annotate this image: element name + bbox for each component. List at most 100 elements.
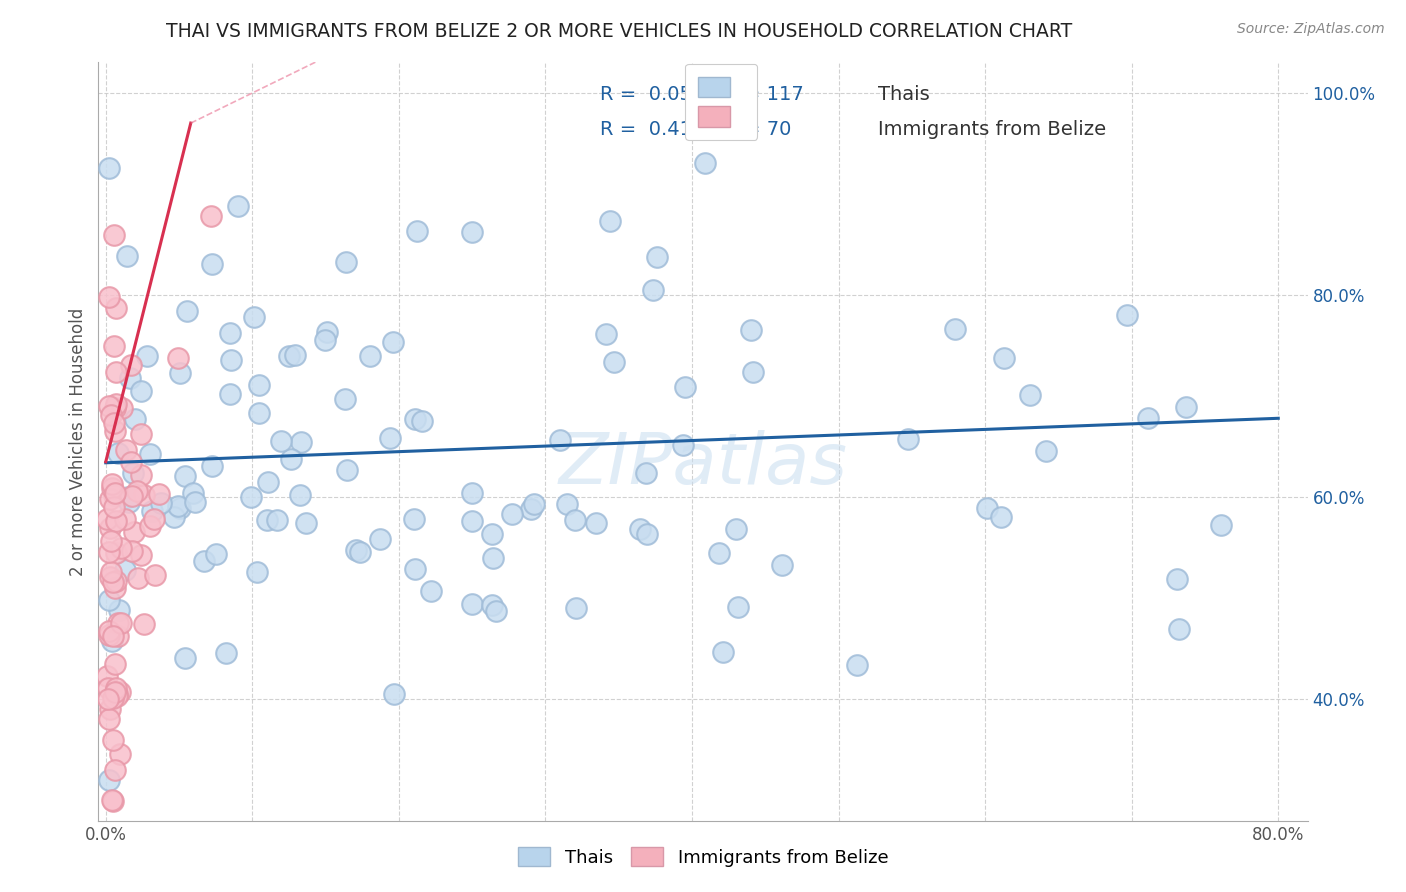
Point: [121, 489, 143, 503]
Point: [103, 684, 125, 698]
Point: [103, 763, 125, 777]
Point: [97, 773, 120, 788]
Point: [117, 249, 139, 263]
Point: [256, 475, 278, 489]
Point: [127, 572, 149, 586]
Point: [709, 545, 731, 559]
Point: [727, 599, 749, 614]
Point: [183, 494, 205, 508]
Point: [105, 689, 128, 703]
Point: [105, 546, 128, 560]
Point: [523, 497, 546, 511]
Point: [150, 496, 173, 510]
Point: [740, 323, 762, 337]
Point: [845, 658, 868, 673]
Y-axis label: 2 or more Vehicles in Household: 2 or more Vehicles in Household: [69, 308, 87, 575]
Point: [108, 747, 131, 762]
Point: [174, 468, 197, 483]
Point: [97, 399, 120, 413]
Point: [634, 466, 657, 480]
Point: [139, 447, 162, 461]
Point: [143, 511, 166, 525]
Point: [335, 255, 357, 269]
Point: [482, 550, 505, 565]
Point: [103, 339, 125, 353]
Point: [382, 687, 405, 701]
Point: [183, 485, 205, 500]
Point: [167, 500, 190, 514]
Point: [122, 525, 145, 540]
Text: Thais: Thais: [879, 85, 931, 103]
Point: [641, 284, 664, 298]
Point: [411, 414, 433, 428]
Point: [200, 209, 222, 223]
Point: [897, 432, 920, 446]
Point: [290, 434, 312, 449]
Point: [103, 500, 125, 514]
Point: [628, 522, 651, 536]
Point: [103, 228, 125, 243]
Point: [201, 257, 224, 271]
Point: [461, 597, 484, 611]
Point: [114, 443, 136, 458]
Point: [167, 351, 190, 365]
Point: [378, 431, 401, 445]
Point: [219, 326, 242, 341]
Point: [129, 427, 152, 442]
Point: [103, 794, 125, 808]
Point: [548, 433, 571, 447]
Point: [406, 224, 429, 238]
Point: [104, 401, 127, 416]
Point: [110, 541, 132, 556]
Point: [104, 486, 127, 500]
Point: [335, 392, 357, 406]
Point: [108, 603, 131, 617]
Point: [124, 411, 146, 425]
Point: [243, 310, 266, 324]
Point: [461, 225, 484, 239]
Point: [143, 568, 166, 582]
Point: [990, 510, 1012, 524]
Point: [96, 692, 118, 706]
Point: [314, 333, 336, 347]
Legend: Thais, Immigrants from Belize: Thais, Immigrants from Belize: [510, 840, 896, 874]
Point: [645, 251, 668, 265]
Point: [404, 562, 426, 576]
Point: [1175, 401, 1198, 415]
Point: [103, 581, 125, 595]
Point: [132, 488, 155, 502]
Point: [120, 358, 142, 372]
Point: [595, 326, 617, 341]
Point: [205, 547, 228, 561]
Point: [294, 516, 316, 530]
Point: [103, 488, 125, 502]
Point: [100, 793, 122, 807]
Point: [711, 645, 734, 659]
Point: [501, 508, 523, 522]
Point: [98, 624, 121, 638]
Text: R =  0.415   N = 70: R = 0.415 N = 70: [600, 120, 792, 138]
Point: [107, 687, 129, 701]
Point: [245, 566, 267, 580]
Point: [1166, 572, 1188, 586]
Point: [100, 408, 122, 422]
Point: [103, 629, 125, 643]
Point: [976, 501, 998, 516]
Point: [1209, 517, 1232, 532]
Point: [219, 387, 242, 401]
Point: [359, 349, 381, 363]
Point: [247, 406, 270, 420]
Point: [107, 446, 129, 460]
Point: [564, 513, 586, 527]
Point: [101, 634, 124, 648]
Point: [215, 646, 238, 660]
Point: [97, 628, 120, 642]
Point: [636, 527, 658, 541]
Point: [1167, 622, 1189, 636]
Point: [107, 616, 129, 631]
Point: [100, 566, 122, 580]
Point: [121, 544, 143, 558]
Point: [381, 334, 404, 349]
Point: [101, 575, 124, 590]
Point: [105, 681, 128, 695]
